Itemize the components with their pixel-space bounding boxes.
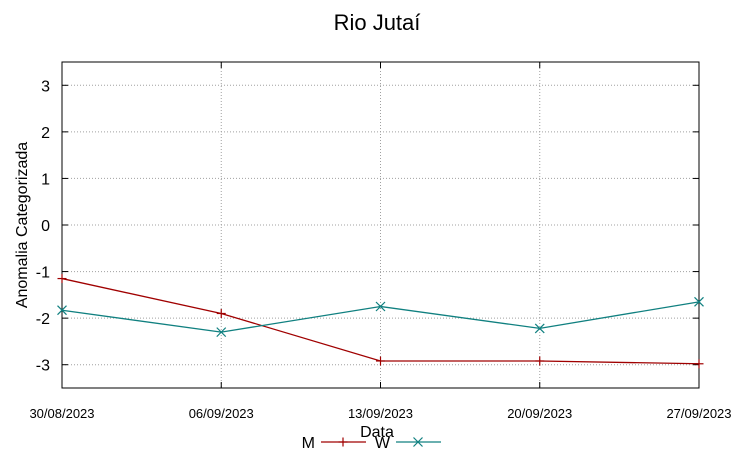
y-axis: 3 2 1 0 -1 -2 -3 — [36, 78, 699, 375]
series-m — [57, 274, 704, 369]
y-tick-label: 2 — [41, 125, 50, 142]
y-tick-label: 0 — [41, 218, 50, 235]
chart-title: Rio Jutaí — [334, 10, 421, 35]
grid — [61, 62, 700, 388]
data-point-w — [534, 323, 545, 334]
data-point-w — [694, 296, 704, 307]
x-axis-label: Data — [360, 424, 394, 441]
legend-item-w: W — [375, 435, 441, 452]
y-tick-label: -3 — [36, 358, 50, 375]
legend-item-m: M — [302, 435, 366, 452]
x-tick-label: 20/09/2023 — [507, 406, 572, 421]
y-axis-label: Anomalia Categorizada — [14, 142, 31, 308]
data-point-w — [216, 327, 227, 338]
data-point-w — [57, 305, 67, 316]
y-tick-label: -1 — [36, 265, 50, 282]
y-tick-label: -2 — [36, 311, 50, 328]
legend-label-w: W — [375, 435, 391, 452]
y-tick-label: 3 — [41, 78, 50, 95]
legend-label-m: M — [302, 435, 315, 452]
y-tick-label: 1 — [41, 171, 50, 188]
legend-marker-w — [413, 437, 423, 447]
data-point-w — [375, 301, 386, 312]
series-group — [57, 274, 704, 369]
series-w — [57, 296, 704, 338]
x-tick-label: 27/09/2023 — [666, 406, 731, 421]
x-tick-label: 06/09/2023 — [189, 406, 254, 421]
x-tick-label: 30/08/2023 — [29, 406, 94, 421]
x-tick-label: 13/09/2023 — [348, 406, 413, 421]
x-axis: 30/08/2023 06/09/2023 13/09/2023 20/09/2023… — [29, 62, 732, 421]
